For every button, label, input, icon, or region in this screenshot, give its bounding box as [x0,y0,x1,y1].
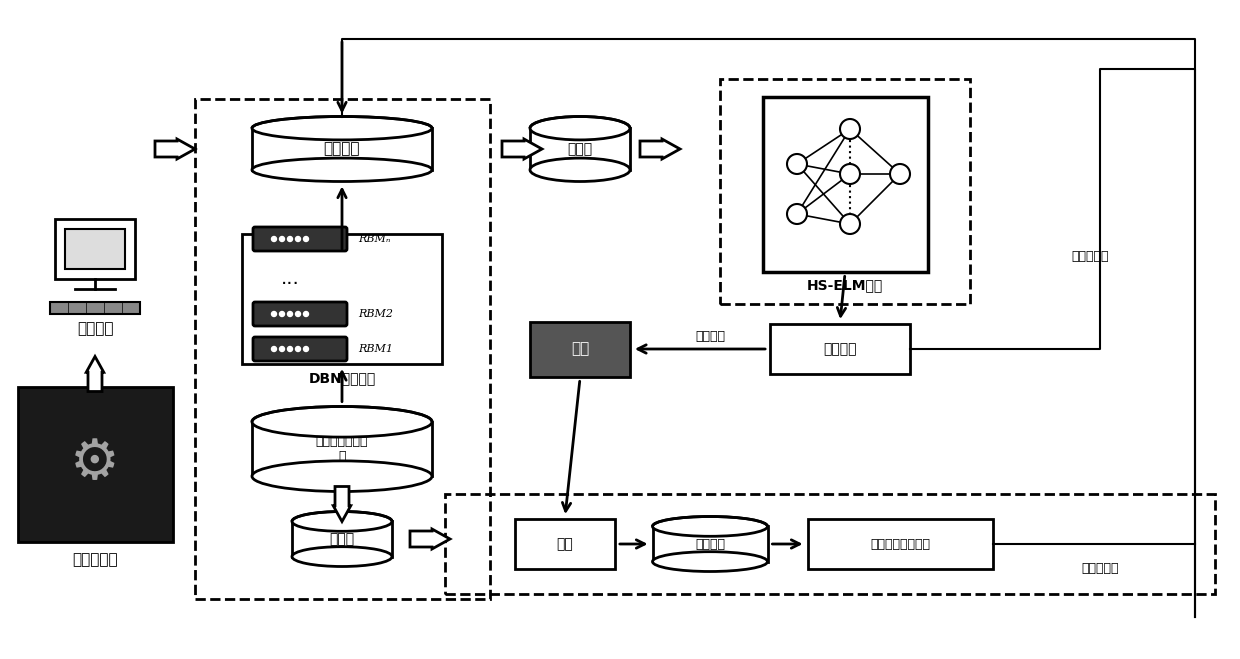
Circle shape [279,347,284,351]
Ellipse shape [291,547,392,567]
Circle shape [304,237,309,241]
Text: RBMₙ: RBMₙ [358,234,391,244]
Text: 预测结果: 预测结果 [694,538,725,550]
Bar [529,322,630,376]
Ellipse shape [652,517,768,536]
FancyBboxPatch shape [253,337,347,361]
FancyBboxPatch shape [253,302,347,326]
Bar [720,79,970,304]
FancyBboxPatch shape [253,227,347,251]
Text: 测试集: 测试集 [330,532,355,546]
Bar [515,519,615,569]
Ellipse shape [291,511,392,531]
Text: 模型: 模型 [570,341,589,357]
Text: 预测性能指标对比: 预测性能指标对比 [870,538,930,550]
Polygon shape [155,139,195,159]
Polygon shape [640,139,680,159]
Circle shape [295,237,300,241]
Text: 不满足要求: 不满足要求 [1071,250,1109,263]
Text: 训练集: 训练集 [568,142,593,156]
Ellipse shape [529,158,630,181]
Bar [807,519,992,569]
Text: 数据除异去噪处
理: 数据除异去噪处 理 [316,435,368,463]
Bar [445,494,1215,594]
Bar [770,324,910,374]
Ellipse shape [252,117,432,140]
Bar [64,229,125,269]
Circle shape [787,154,807,174]
Polygon shape [502,139,542,159]
Text: 满足要求: 满足要求 [694,331,725,343]
Bar [652,527,768,561]
Circle shape [279,237,284,241]
Circle shape [272,347,277,351]
Bar [195,99,490,599]
Text: ...: ... [280,270,299,289]
Text: 模型验证: 模型验证 [823,342,857,356]
Bar [50,302,140,314]
Ellipse shape [252,407,432,437]
Ellipse shape [252,158,432,181]
Polygon shape [410,529,450,549]
Bar [529,129,630,170]
Bar [242,234,441,364]
Bar [763,96,928,272]
Circle shape [787,204,807,224]
Bar [291,521,392,557]
Ellipse shape [652,552,768,571]
Text: HS-ELM网络: HS-ELM网络 [807,279,883,293]
Circle shape [288,237,293,241]
Circle shape [295,347,300,351]
Text: RBM1: RBM1 [358,344,393,354]
Circle shape [272,312,277,316]
Circle shape [839,214,861,234]
Ellipse shape [529,117,630,140]
Text: 不满足要求: 不满足要求 [1081,563,1118,575]
Text: DBN特征提取: DBN特征提取 [309,371,376,385]
Bar [252,422,432,476]
Polygon shape [87,357,104,391]
Circle shape [272,237,277,241]
Text: 数据采集: 数据采集 [77,322,113,337]
Circle shape [304,347,309,351]
Text: 预测: 预测 [557,537,573,551]
Bar [55,219,135,279]
Circle shape [839,164,861,184]
Bar [17,386,172,542]
Circle shape [304,312,309,316]
Circle shape [839,119,861,139]
Text: 特征向量: 特征向量 [324,142,361,156]
Circle shape [288,312,293,316]
Ellipse shape [252,461,432,492]
Circle shape [288,347,293,351]
Circle shape [295,312,300,316]
Text: 铝煉炼过程: 铝煉炼过程 [72,552,118,567]
Circle shape [890,164,910,184]
Circle shape [279,312,284,316]
Bar [252,129,432,170]
Polygon shape [334,486,351,521]
Text: RBM2: RBM2 [358,309,393,319]
Text: ⚙: ⚙ [71,437,120,491]
